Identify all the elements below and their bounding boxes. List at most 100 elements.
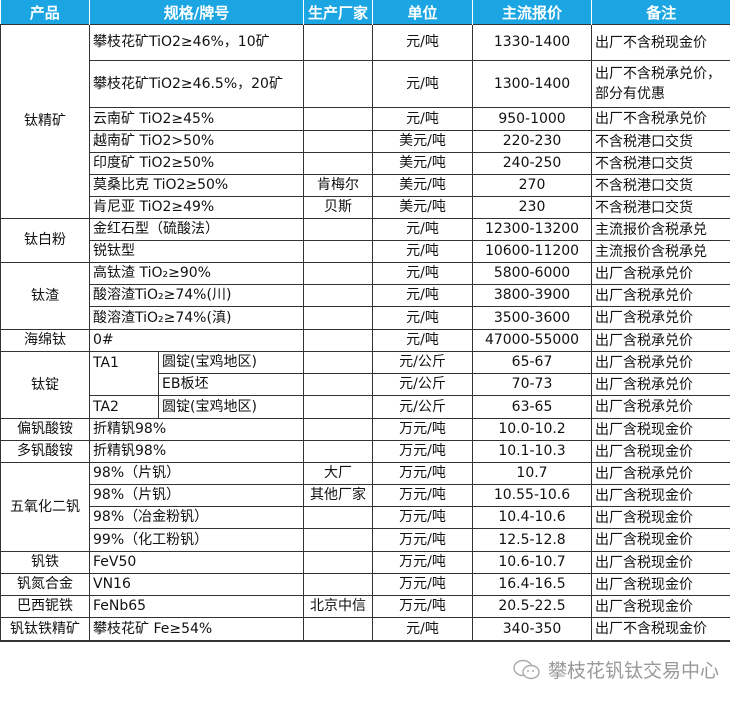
table-row: 98%（冶金粉钒） 万元/吨 10.4-10.6 出厂含税现金价 xyxy=(1,506,730,529)
note-cell: 出厂含税承兑价 xyxy=(591,306,730,330)
note-cell: 出厂含税承兑价 xyxy=(591,284,730,307)
price-cell: 65-67 xyxy=(472,351,593,374)
price-cell: 10.4-10.6 xyxy=(472,506,593,529)
price-cell: 10600-11200 xyxy=(472,240,593,263)
price-cell: 10.7 xyxy=(472,462,593,485)
unit-cell: 元/公斤 xyxy=(372,395,474,419)
note-cell: 出厂含税现金价 xyxy=(591,418,730,441)
note-cell: 出厂不含税现金价 xyxy=(591,24,730,61)
table-bottom-border xyxy=(0,641,730,642)
table-row: 五氧化二钒 98%（片钒） 大厂 万元/吨 10.7 出厂含税承兑价 xyxy=(0,462,730,552)
note-cell: 主流报价含税承兑 xyxy=(591,240,730,263)
table-row: 印度矿 TiO2≥50% 美元/吨 240-250 不含税港口交货 xyxy=(1,152,730,175)
table-row: TA2 圆锭(宝鸡地区) 元/公斤 63-65 出厂含税承兑价 xyxy=(1,395,730,419)
maker-cell xyxy=(303,60,374,108)
unit-cell: 元/公斤 xyxy=(372,373,474,396)
table-row: 海绵钛 0# 元/吨 47000-55000 出厂含税承兑价 xyxy=(0,329,730,352)
table-row: 偏钒酸铵 折精钒98% 万元/吨 10.0-10.2 出厂含税现金价 xyxy=(0,418,730,441)
price-cell: 3800-3900 xyxy=(472,284,593,307)
price-cell: 47000-55000 xyxy=(472,329,593,352)
unit-cell: 元/吨 xyxy=(372,306,474,330)
maker-cell xyxy=(303,130,374,153)
maker-cell xyxy=(303,262,374,285)
product-cell: 钛精矿 xyxy=(0,24,90,219)
maker-cell xyxy=(303,373,374,396)
spec-cell: 肯尼亚 TiO2≥49% xyxy=(88,196,305,219)
product-cell: 钛渣 xyxy=(0,262,90,330)
maker-cell: 大厂 xyxy=(303,462,374,485)
spec-cell: 莫桑比克 TiO2≥50% xyxy=(88,174,305,197)
unit-cell: 元/吨 xyxy=(372,24,474,61)
table-row: 云南矿 TiO2≥45% 元/吨 950-1000 出厂不含税承兑价 xyxy=(1,107,730,131)
header-maker: 生产厂家 xyxy=(303,0,373,25)
note-cell: 出厂含税承兑价 xyxy=(591,329,730,352)
spec-cell: 攀枝花矿TiO2≥46.5%，20矿 xyxy=(88,60,305,108)
spec-cell: FeV50 xyxy=(88,551,305,574)
spec-cell: 圆锭(宝鸡地区) xyxy=(157,395,305,419)
maker-cell xyxy=(303,440,374,463)
product-cell: 钛白粉 xyxy=(0,218,90,263)
maker-cell xyxy=(303,107,374,131)
spec-cell: 折精钒98% xyxy=(88,418,305,441)
maker-cell: 贝斯 xyxy=(303,196,374,219)
spec-cell: 折精钒98% xyxy=(88,440,305,463)
product-cell: 偏钒酸铵 xyxy=(0,418,90,441)
maker-cell xyxy=(303,152,374,175)
price-cell: 10.1-10.3 xyxy=(472,440,593,463)
spec-cell: 攀枝花矿TiO2≥46%，10矿 xyxy=(88,24,305,61)
table-row: 钛渣 高钛渣 TiO₂≥90% 元/吨 5800-6000 出厂含税承兑价 xyxy=(0,262,730,330)
product-cell: 钒氮合金 xyxy=(0,573,90,596)
maker-cell xyxy=(303,573,374,596)
spec-cell: 98%（冶金粉钒） xyxy=(88,506,305,529)
maker-cell xyxy=(303,617,374,641)
note-cell: 主流报价含税承兑 xyxy=(591,218,730,241)
note-cell: 出厂含税现金价 xyxy=(591,484,730,507)
maker-cell xyxy=(303,329,374,352)
header-unit: 单位 xyxy=(372,0,473,25)
table-row: 酸溶渣TiO₂≥74%(滇) 元/吨 3500-3600 出厂含税承兑价 xyxy=(1,306,730,330)
table-row: 钒氮合金 VN16 万元/吨 16.4-16.5 出厂含税现金价 xyxy=(0,573,730,596)
price-cell: 1300-1400 xyxy=(472,60,593,108)
table-row: 攀枝花矿TiO2≥46.5%，20矿 元/吨 1300-1400 出厂不含税承兑价，部… xyxy=(1,60,730,108)
maker-cell xyxy=(303,240,374,263)
note-cell: 不含税港口交货 xyxy=(591,152,730,175)
table-row: 多钒酸铵 折精钒98% 万元/吨 10.1-10.3 出厂含税现金价 xyxy=(0,440,730,463)
spec-cell: 98%（片钒） xyxy=(88,462,305,485)
table-row: 巴西铌铁 FeNb65 北京中信 万元/吨 20.5-22.5 出厂含税现金价 xyxy=(0,595,730,618)
note-cell: 出厂含税现金价 xyxy=(591,506,730,529)
unit-cell: 万元/吨 xyxy=(372,462,474,485)
unit-cell: 元/吨 xyxy=(372,107,474,131)
table-row: 酸溶渣TiO₂≥74%(川) 元/吨 3800-3900 出厂含税承兑价 xyxy=(1,284,730,307)
spec-cell: 99%（化工粉钒） xyxy=(88,528,305,552)
note-cell: 出厂不含税承兑价，部分有优惠 xyxy=(591,60,730,108)
note-cell: 出厂含税承兑价 xyxy=(591,262,730,285)
product-cell: 巴西铌铁 xyxy=(0,595,90,618)
price-cell: 12.5-12.8 xyxy=(472,528,593,552)
maker-cell xyxy=(303,551,374,574)
unit-cell: 美元/吨 xyxy=(372,130,474,153)
table-header: 产品 规格/牌号 生产厂家 单位 主流报价 备注 xyxy=(0,0,730,25)
product-cell: 钒铁 xyxy=(0,551,90,574)
note-cell: 不含税港口交货 xyxy=(591,196,730,219)
spec-cell: 金红石型（硫酸法） xyxy=(88,218,305,241)
note-cell: 出厂含税现金价 xyxy=(591,595,730,618)
price-table: 产品 规格/牌号 生产厂家 单位 主流报价 备注 钛精矿 攀枝花矿TiO2≥46%… xyxy=(0,0,730,641)
note-cell: 不含税港口交货 xyxy=(591,130,730,153)
price-cell: 70-73 xyxy=(472,373,593,396)
spec-cell: EB板坯 xyxy=(157,373,305,396)
price-cell: 3500-3600 xyxy=(472,306,593,330)
table-row: 钛白粉 金红石型（硫酸法） 元/吨 12300-13200 主流报价含税承兑 xyxy=(0,218,730,263)
note-cell: 出厂含税现金价 xyxy=(591,551,730,574)
unit-cell: 万元/吨 xyxy=(372,418,474,441)
table-row: 莫桑比克 TiO2≥50% 肯梅尔 美元/吨 270 不含税港口交货 xyxy=(1,174,730,197)
spec-cell: 98%（片钒） xyxy=(88,484,305,507)
grade-cell: TA1 xyxy=(89,351,159,396)
unit-cell: 万元/吨 xyxy=(372,551,474,574)
unit-cell: 元/吨 xyxy=(372,218,474,241)
table-row: 越南矿 TiO2>50% 美元/吨 220-230 不含税港口交货 xyxy=(1,130,730,153)
unit-cell: 万元/吨 xyxy=(372,573,474,596)
maker-cell xyxy=(303,218,374,241)
maker-cell xyxy=(303,528,374,552)
unit-cell: 元/吨 xyxy=(372,284,474,307)
price-cell: 10.55-10.6 xyxy=(472,484,593,507)
